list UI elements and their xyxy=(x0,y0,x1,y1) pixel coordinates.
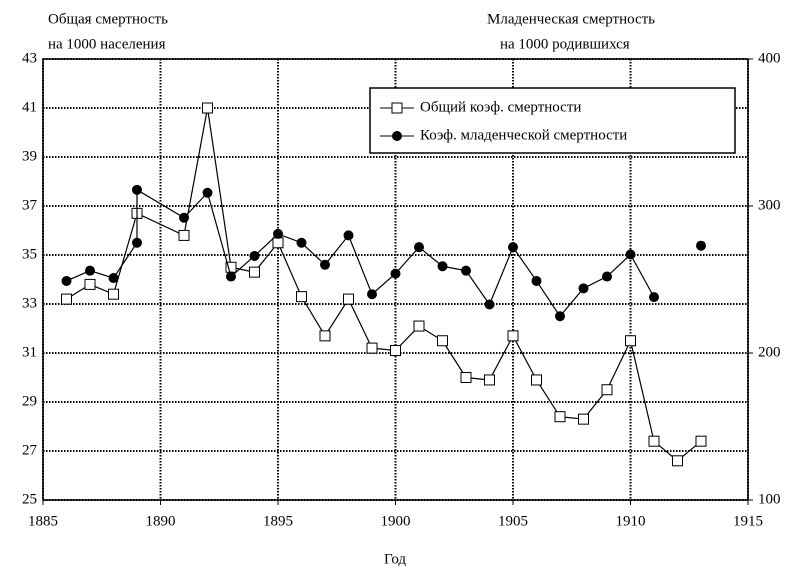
marker xyxy=(296,291,307,303)
marker xyxy=(507,330,519,342)
marker xyxy=(84,278,96,290)
marker xyxy=(625,335,636,347)
marker xyxy=(85,265,95,276)
series-line xyxy=(67,190,702,316)
x-tick-label: 1905 xyxy=(498,513,528,529)
x-tick-label: 1885 xyxy=(28,513,58,529)
marker xyxy=(343,230,354,241)
marker xyxy=(132,184,142,195)
y-tick-label: 39 xyxy=(22,148,37,164)
marker xyxy=(132,237,142,248)
marker xyxy=(343,293,354,305)
marker xyxy=(367,289,377,300)
marker xyxy=(390,345,401,357)
marker xyxy=(531,275,542,286)
marker xyxy=(414,242,424,253)
marker xyxy=(460,372,472,383)
marker xyxy=(366,342,378,354)
marker xyxy=(555,311,565,322)
marker xyxy=(413,320,425,332)
y2-axis-label: на 1000 родившихся xyxy=(500,36,630,52)
y-tick-label: 33 xyxy=(22,295,37,311)
marker xyxy=(319,330,331,342)
y-tick-label: 43 xyxy=(22,50,37,66)
y-tick-label: 31 xyxy=(22,344,37,360)
marker xyxy=(108,288,119,300)
plot-frame xyxy=(42,58,749,501)
marker xyxy=(320,259,330,270)
marker xyxy=(178,229,190,241)
marker xyxy=(249,250,260,261)
marker xyxy=(390,268,401,279)
y-tick-label: 37 xyxy=(22,197,38,213)
marker xyxy=(226,271,236,282)
marker xyxy=(202,187,213,198)
marker xyxy=(696,240,706,251)
x-axis-label: Год xyxy=(384,551,406,567)
y2-tick-label: 400 xyxy=(758,50,781,66)
y-axis-label: на 1000 населения xyxy=(48,36,166,52)
x-tick-label: 1910 xyxy=(616,513,646,529)
marker xyxy=(273,228,283,239)
marker xyxy=(108,273,119,284)
marker xyxy=(272,237,284,249)
x-tick-label: 1890 xyxy=(146,513,176,529)
marker xyxy=(672,455,683,467)
y2-axis-label: Младенческая смертность xyxy=(487,11,655,27)
marker xyxy=(578,413,589,425)
y-tick-label: 41 xyxy=(22,99,37,115)
legend-label: Коэф. младенческой смертности xyxy=(420,127,627,143)
marker xyxy=(392,131,402,141)
legend-label: Общий коэф. смертности xyxy=(420,99,581,115)
y2-tick-label: 200 xyxy=(758,344,781,360)
marker xyxy=(391,102,403,114)
y-axis-label: Общая смертность xyxy=(48,11,168,27)
x-tick-label: 1900 xyxy=(381,513,411,529)
y-tick-label: 29 xyxy=(22,393,37,409)
marker xyxy=(648,435,660,447)
y-tick-label: 27 xyxy=(22,442,38,458)
marker xyxy=(625,249,636,260)
marker xyxy=(695,435,707,447)
marker xyxy=(602,271,612,282)
marker xyxy=(601,384,613,396)
marker xyxy=(179,212,189,223)
marker xyxy=(649,292,659,303)
marker xyxy=(249,266,260,278)
x-tick-label: 1915 xyxy=(733,513,763,529)
marker xyxy=(296,237,307,248)
legend-box xyxy=(369,87,736,154)
marker xyxy=(202,102,213,114)
marker xyxy=(437,335,448,347)
marker xyxy=(484,299,495,310)
marker xyxy=(531,374,542,386)
marker xyxy=(437,261,448,272)
marker xyxy=(508,242,518,253)
y2-tick-label: 300 xyxy=(758,197,781,213)
marker xyxy=(61,275,72,286)
marker xyxy=(484,374,495,386)
x-tick-label: 1895 xyxy=(263,513,293,529)
y-tick-label: 35 xyxy=(22,246,37,262)
marker xyxy=(578,283,589,294)
y2-tick-label: 100 xyxy=(758,491,781,507)
marker xyxy=(554,411,566,423)
marker xyxy=(61,293,72,305)
y-tick-label: 25 xyxy=(22,491,37,507)
marker xyxy=(461,265,471,276)
